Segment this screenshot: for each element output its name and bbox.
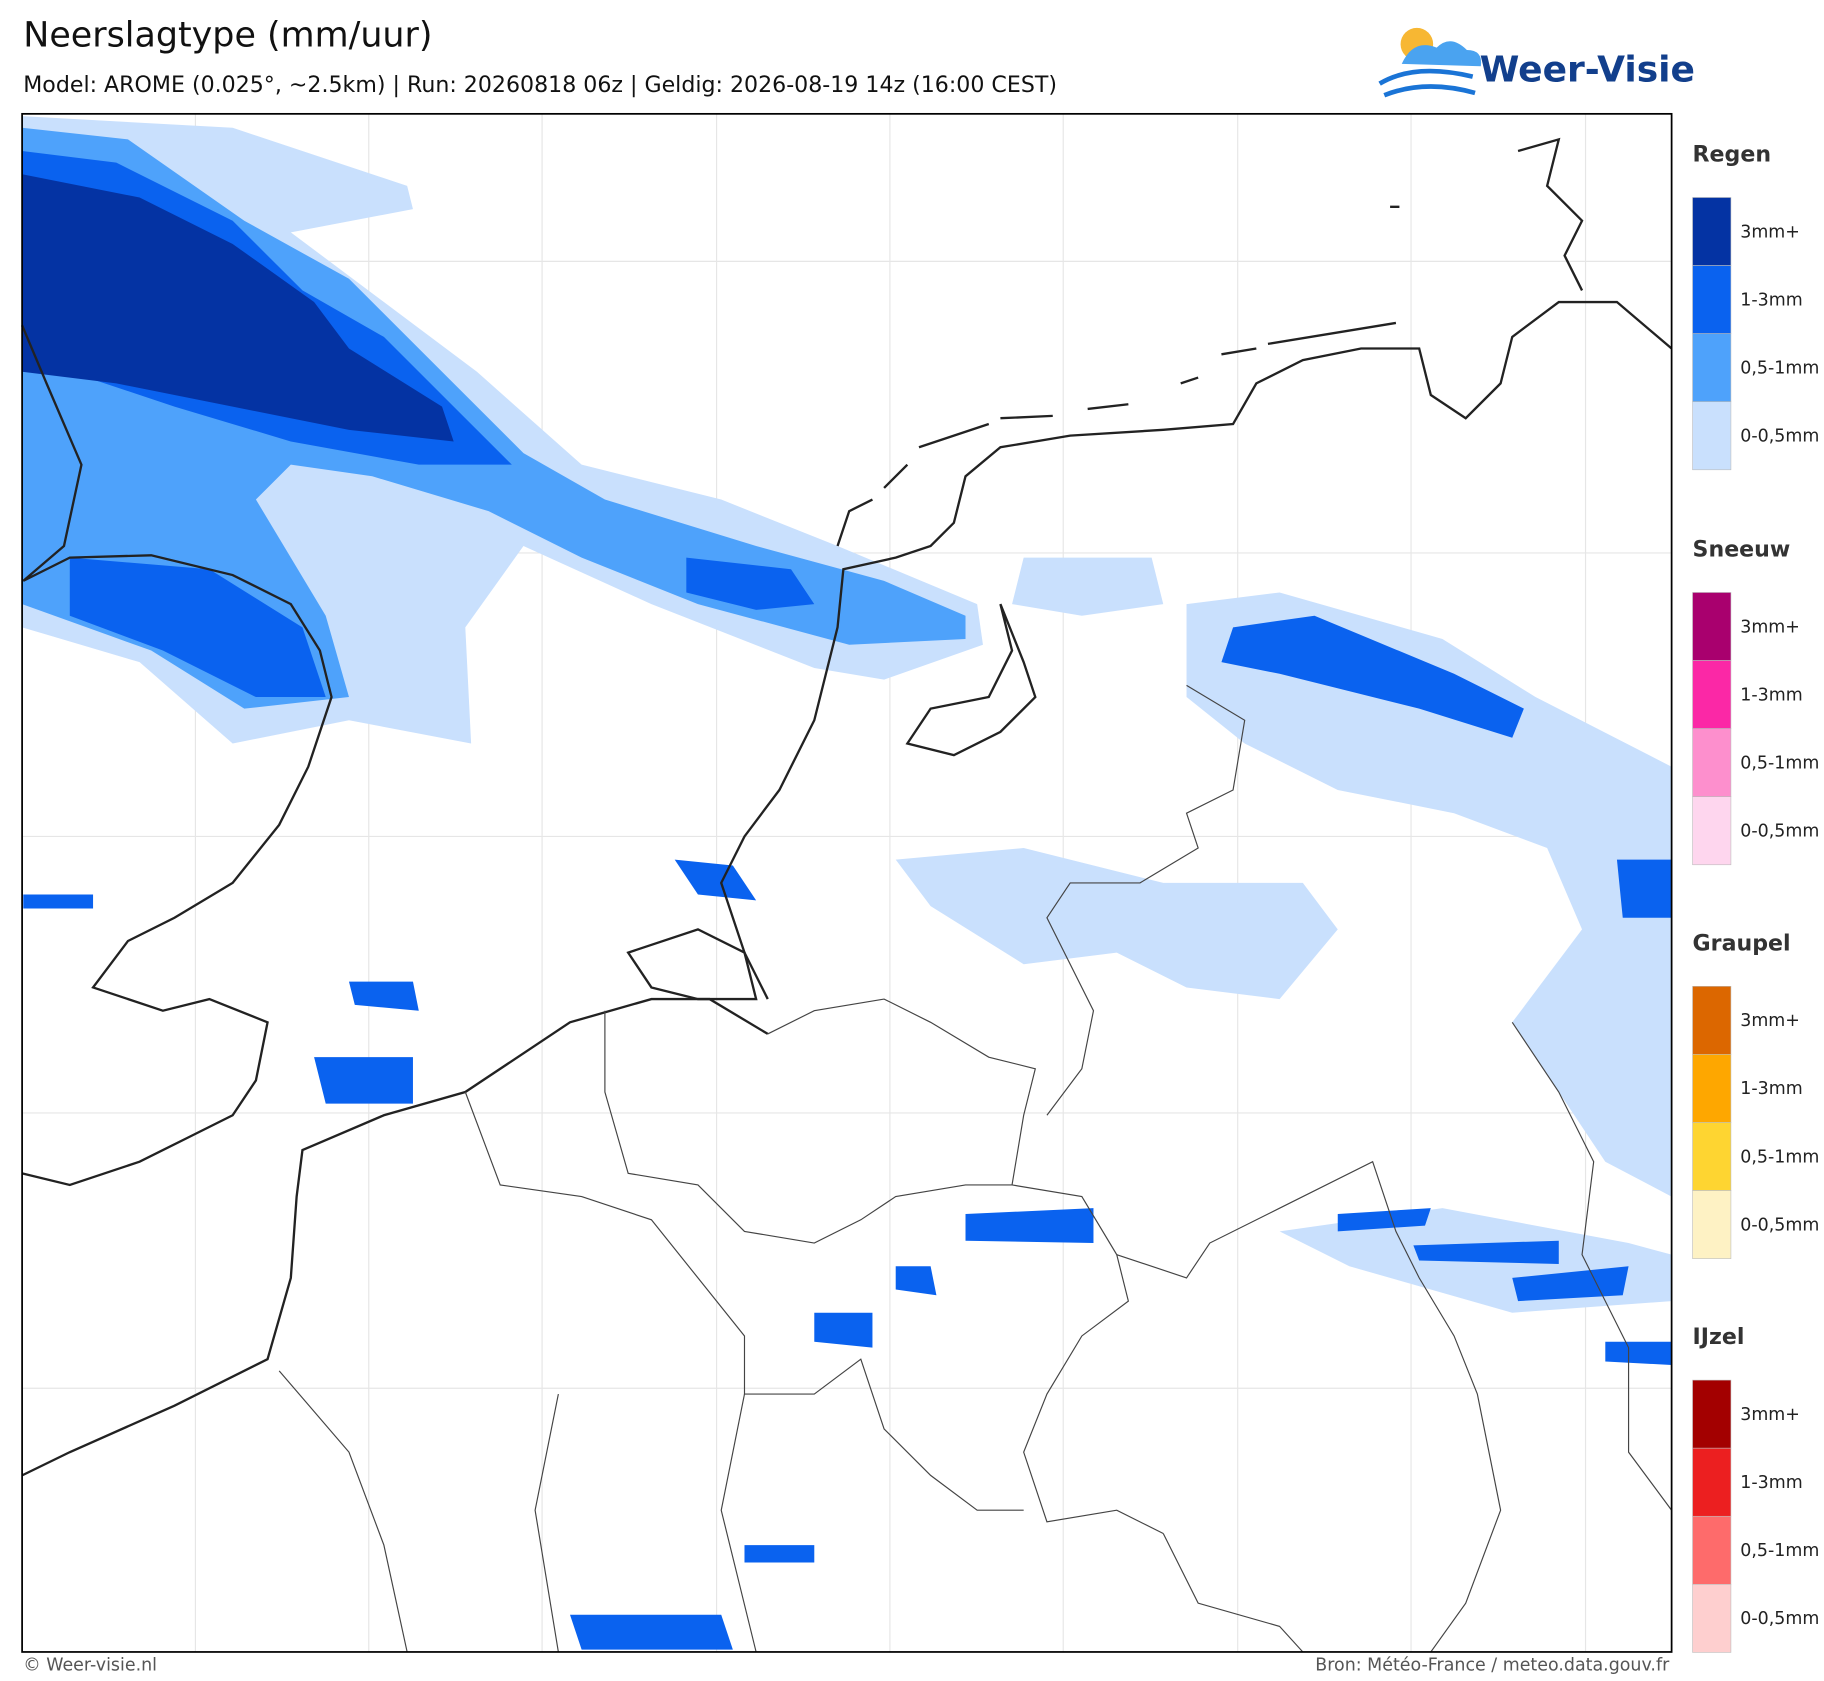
legend-swatch (1692, 660, 1732, 729)
borders (278, 684, 1673, 1653)
legend-title: IJzel (1693, 1325, 1745, 1350)
logo-cloud (1401, 41, 1482, 67)
legend-label: 0,5-1mm (1740, 753, 1819, 773)
legend-title: Regen (1693, 142, 1772, 167)
legend-label: 3mm+ (1740, 617, 1800, 637)
legend-label: 0-0,5mm (1740, 1215, 1819, 1235)
legend-label: 3mm+ (1740, 1011, 1800, 1031)
map (21, 112, 1673, 1653)
precipitation (22, 116, 1672, 1650)
legend-swatch (1692, 197, 1732, 266)
legend-label: 1-3mm (1740, 290, 1802, 310)
legend-swatch (1692, 1190, 1732, 1259)
legend-label: 0-0,5mm (1740, 1609, 1819, 1629)
legend-title: Sneeuw (1693, 537, 1791, 562)
legend-swatch (1692, 1122, 1732, 1191)
legend-label: 0,5-1mm (1740, 1147, 1819, 1167)
legend-label: 0-0,5mm (1740, 822, 1819, 842)
legend-swatch (1692, 1515, 1732, 1585)
legend-label: 3mm+ (1740, 222, 1800, 242)
legend-swatch (1692, 796, 1732, 866)
legend-label: 1-3mm (1740, 685, 1802, 705)
legend-swatch (1692, 401, 1732, 471)
legend-swatch (1692, 1379, 1732, 1449)
legend-swatch (1692, 1054, 1732, 1123)
legend-label: 1-3mm (1740, 1079, 1802, 1099)
legend-label: 0,5-1mm (1740, 359, 1819, 379)
title: Neerslagtype (mm/uur) (23, 15, 432, 55)
logo-waves (1378, 68, 1476, 98)
footer-left: © Weer-visie.nl (23, 1656, 157, 1676)
legend: Regen 3mm+ 1-3mm 0,5-1mm 0-0,5mm Sneeuw 3mm+ 1-… (1692, 142, 1819, 1653)
legend-label: 0-0,5mm (1740, 427, 1819, 447)
legend-swatch (1692, 986, 1732, 1055)
legend-swatch (1692, 592, 1732, 661)
map-frame (21, 112, 1673, 1653)
legend-swatch (1692, 728, 1732, 797)
legend-swatch (1692, 265, 1732, 334)
legend-label: 0,5-1mm (1740, 1541, 1819, 1561)
legend-label: 1-3mm (1740, 1473, 1802, 1493)
logo: Weer-Visie (1378, 27, 1695, 98)
legend-label: 3mm+ (1740, 1405, 1800, 1425)
logo-text: Weer-Visie (1480, 49, 1695, 90)
legend-swatch (1692, 1447, 1732, 1517)
legend-swatch (1692, 333, 1732, 403)
coastlines (21, 137, 1673, 1477)
footer-right: Bron: Météo-France / meteo.data.gouv.fr (1315, 1656, 1670, 1676)
legend-title: Graupel (1693, 931, 1791, 956)
legend-swatch (1692, 1584, 1732, 1653)
subtitle: Model: AROME (0.025°, ~2.5km) | Run: 202… (23, 73, 1057, 98)
